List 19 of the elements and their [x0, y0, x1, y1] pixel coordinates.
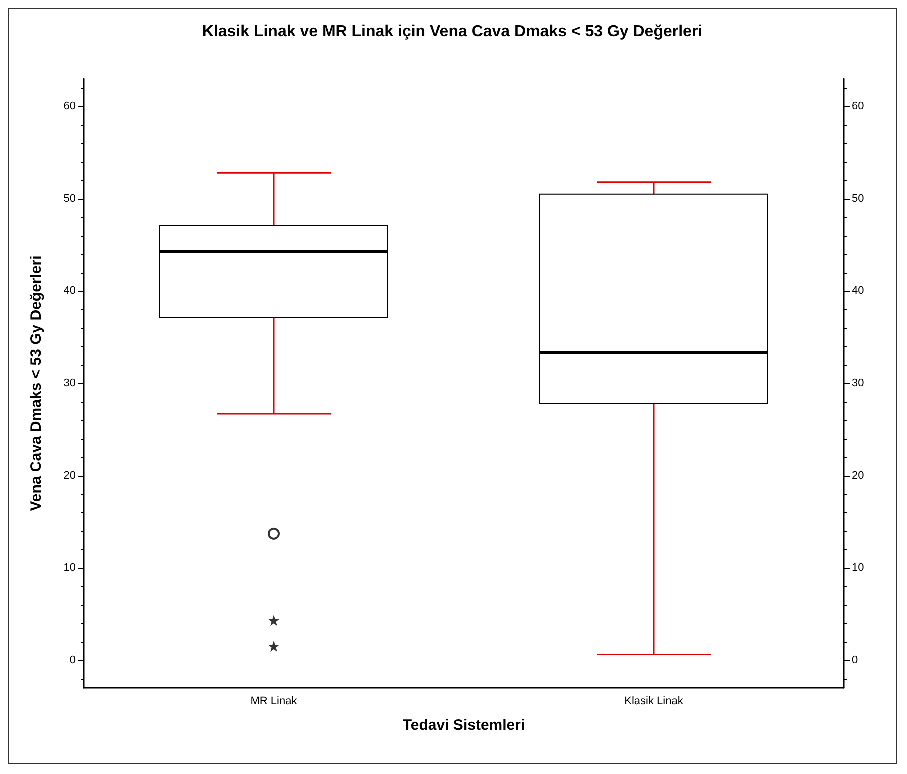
x-axis-title: Tedavi Sistemleri — [402, 717, 526, 734]
y2-tick-label: 30 — [852, 378, 864, 390]
y-tick-label: 40 — [64, 285, 76, 298]
x-tick-label: MR Linak — [250, 696, 298, 708]
y2-tick-label: 0 — [852, 654, 858, 666]
y2-tick-label: 10 — [852, 562, 864, 574]
y-tick-label: 20 — [64, 470, 76, 482]
x-tick-label: Klasik Linak — [624, 696, 684, 708]
y-tick-label: 50 — [64, 192, 76, 205]
y2-tick-label: 50 — [852, 192, 864, 205]
y2-tick-label: 60 — [852, 100, 864, 113]
y-axis-title: Vena Cava Dmaks < 53 Gy Değerleri — [28, 256, 45, 512]
y2-tick-label: 40 — [852, 285, 864, 298]
y-tick-label: 0 — [70, 654, 76, 666]
y-tick-label: 10 — [64, 562, 76, 574]
y2-tick-label: 20 — [852, 470, 864, 482]
y-tick-label: 30 — [64, 378, 76, 390]
y-tick-label: 60 — [64, 100, 76, 113]
chart-title: Klasik Linak ve MR Linak için Vena Cava Dmaks < 53 Gy Değerleri — [202, 24, 703, 40]
